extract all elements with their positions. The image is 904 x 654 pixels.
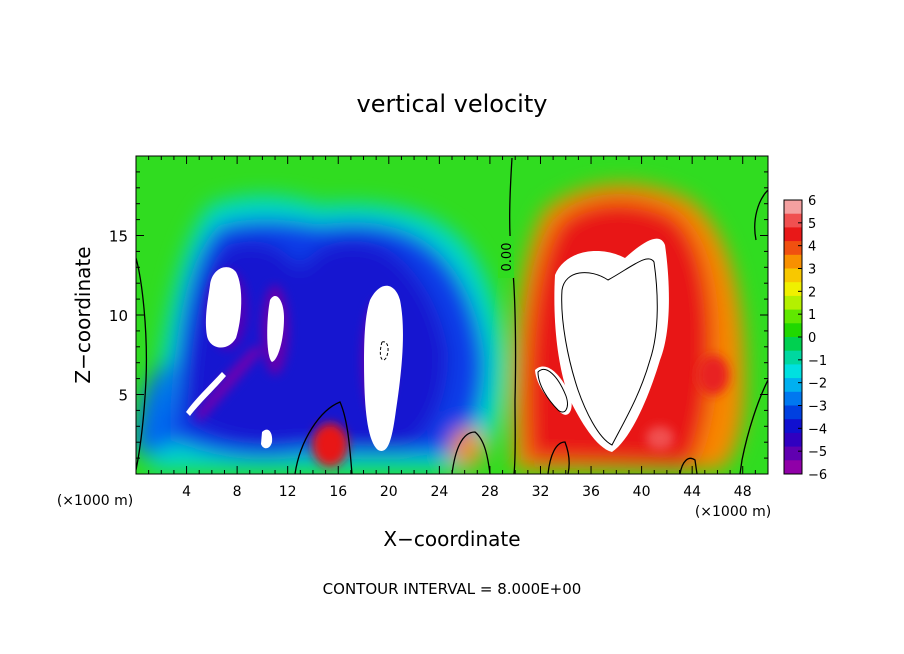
colorbar-label: −3 — [808, 400, 827, 415]
colorbar-swatch — [784, 309, 802, 324]
colorbar-swatch — [784, 432, 802, 448]
zero-contour-main — [509, 157, 517, 474]
colorbar-label: −6 — [808, 468, 827, 483]
contour-interval-note: CONTOUR INTERVAL = 8.000E+00 — [323, 580, 582, 598]
x-tick-label: 24 — [430, 484, 448, 500]
contour-positive-2 — [537, 369, 568, 413]
colorbar-swatch — [784, 364, 802, 379]
colorbar-swatch — [784, 282, 802, 297]
colorbar-swatch — [784, 446, 802, 461]
contour-label: 0.00 — [500, 243, 515, 272]
contour-negative-dashed — [379, 341, 389, 361]
colorbar-swatch — [784, 227, 802, 242]
colorbar-swatch — [784, 323, 802, 338]
x-tick-label: 28 — [481, 484, 499, 500]
colorbar-swatch — [784, 241, 802, 256]
colorbar-labels: 6 5 4 3 2 1 0 −1 −2 −3 −4 −5 −6 — [798, 194, 827, 483]
colorbar-label: −2 — [808, 377, 827, 392]
colorbar-label: −5 — [808, 445, 827, 460]
colorbar-swatch — [784, 268, 802, 283]
y-tick-label: 10 — [109, 307, 128, 325]
colorbar-swatch — [784, 419, 802, 434]
colorbar-label: −1 — [808, 354, 827, 369]
y-axis-ticks: 5 10 15 — [109, 171, 768, 459]
zero-contour-bottom — [294, 401, 698, 474]
updraft-core — [554, 238, 669, 452]
colorbar-swatch — [784, 391, 802, 406]
x-tick-label: 16 — [329, 484, 347, 500]
x-axis-label: X−coordinate — [383, 527, 520, 551]
colorbar-swatch — [784, 350, 802, 365]
x-unit-right: (×1000 m) — [695, 504, 771, 520]
chart-title: vertical velocity — [357, 90, 548, 118]
colorbar-swatch — [784, 337, 802, 352]
colorbar-label: −4 — [808, 422, 827, 437]
x-tick-label: 36 — [582, 484, 600, 500]
colorbar-label: 1 — [808, 308, 816, 323]
zero-contour-right — [739, 189, 768, 474]
heatmap-field: 0.00 — [136, 156, 768, 474]
downdraft-core-4 — [186, 372, 226, 416]
x-tick-label: 32 — [532, 484, 550, 500]
x-tick-label: 20 — [380, 484, 398, 500]
downdraft-core-3 — [364, 285, 403, 451]
y-tick-label: 15 — [109, 228, 128, 246]
downdraft-core-2 — [267, 296, 284, 362]
colorbar-label: 6 — [808, 194, 816, 209]
x-tick-label: 4 — [182, 484, 191, 500]
x-tick-label: 12 — [279, 484, 297, 500]
x-tick-label: 48 — [734, 484, 752, 500]
downdraft-core-1 — [205, 267, 242, 348]
x-tick-label: 8 — [233, 484, 242, 500]
colorbar-swatch — [784, 405, 802, 420]
x-axis-ticks: 4 8 12 16 20 24 28 32 36 40 44 48 — [148, 156, 756, 500]
x-unit-left: (×1000 m) — [57, 493, 133, 509]
colorbar-swatch — [784, 213, 802, 228]
y-tick-label: 5 — [118, 387, 128, 405]
zero-contour-left — [136, 257, 148, 471]
colorbar-label: 2 — [808, 285, 816, 300]
colorbar-label: 3 — [808, 263, 816, 278]
colorbar — [783, 199, 803, 475]
updraft-core-2 — [535, 366, 572, 415]
contour-positive — [561, 258, 658, 446]
colorbar-label: 4 — [808, 240, 816, 255]
colorbar-label: 5 — [808, 217, 816, 232]
colorbar-swatch — [784, 295, 802, 311]
x-tick-label: 44 — [683, 484, 701, 500]
colorbar-swatch — [784, 460, 802, 475]
x-tick-label: 40 — [633, 484, 651, 500]
colorbar-swatch — [784, 200, 802, 215]
downdraft-core-5 — [261, 429, 273, 449]
colorbar-swatch — [784, 254, 802, 269]
y-axis-label: Z−coordinate — [71, 246, 95, 383]
colorbar-label: 0 — [808, 331, 816, 346]
colorbar-swatch — [784, 378, 802, 393]
